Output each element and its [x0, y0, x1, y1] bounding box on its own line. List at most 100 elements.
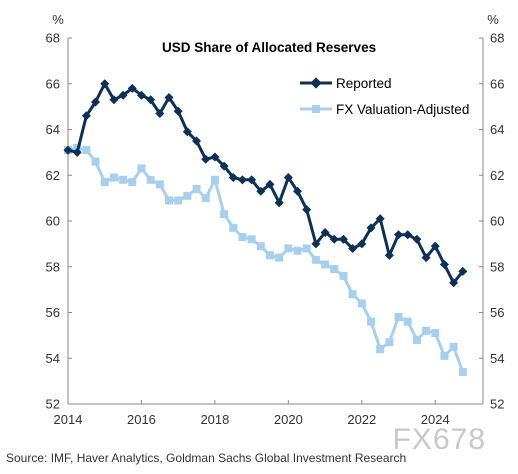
left-y-tick-label: 52 — [46, 397, 60, 412]
data-point-fx-valuation-adjusted — [201, 194, 210, 203]
data-point-fx-valuation-adjusted — [109, 173, 118, 182]
right-y-tick-label: 52 — [490, 397, 504, 412]
data-point-reported — [384, 250, 394, 260]
data-point-fx-valuation-adjusted — [174, 196, 183, 205]
data-point-fx-valuation-adjusted — [330, 265, 339, 274]
data-point-fx-valuation-adjusted — [422, 326, 431, 335]
right-axis-unit-label: % — [487, 12, 499, 27]
data-point-fx-valuation-adjusted — [229, 223, 238, 232]
source-note: Source: IMF, Haver Analytics, Goldman Sa… — [6, 451, 406, 465]
data-point-fx-valuation-adjusted — [220, 210, 229, 219]
data-point-reported — [219, 161, 229, 171]
data-point-reported — [293, 186, 303, 196]
data-point-reported — [256, 186, 266, 196]
data-point-reported — [136, 90, 146, 100]
data-point-reported — [63, 145, 73, 155]
data-point-reported — [375, 214, 385, 224]
legend-marker-fx-valuation-adjusted — [312, 105, 320, 113]
data-point-reported — [338, 234, 348, 244]
data-point-reported — [247, 175, 257, 185]
series-layer — [63, 79, 468, 376]
data-point-reported — [311, 239, 321, 249]
data-point-reported — [81, 111, 91, 121]
chart-title: USD Share of Allocated Reserves — [162, 40, 376, 55]
data-point-fx-valuation-adjusted — [311, 255, 320, 264]
data-point-fx-valuation-adjusted — [293, 246, 302, 255]
data-point-fx-valuation-adjusted — [183, 191, 192, 200]
data-point-fx-valuation-adjusted — [238, 233, 247, 242]
data-point-reported — [357, 239, 367, 249]
left-y-tick-label: 64 — [46, 122, 60, 137]
data-point-fx-valuation-adjusted — [366, 317, 375, 326]
data-point-fx-valuation-adjusted — [449, 342, 458, 351]
right-y-tick-label: 56 — [490, 305, 504, 320]
data-point-reported — [164, 92, 174, 102]
data-point-fx-valuation-adjusted — [265, 251, 274, 260]
data-point-fx-valuation-adjusted — [321, 260, 330, 269]
data-point-fx-valuation-adjusted — [412, 335, 421, 344]
data-point-fx-valuation-adjusted — [376, 345, 385, 354]
data-point-reported — [118, 90, 128, 100]
right-y-tick-label: 68 — [490, 31, 504, 46]
legend-label-fx-valuation-adjusted: FX Valuation-Adjusted — [336, 102, 469, 117]
data-point-fx-valuation-adjusted — [119, 175, 128, 184]
data-point-fx-valuation-adjusted — [192, 184, 201, 193]
data-point-fx-valuation-adjusted — [256, 242, 265, 251]
watermark: FX678 — [393, 423, 486, 456]
data-point-reported — [155, 108, 165, 118]
right-y-tick-label: 62 — [490, 168, 504, 183]
x-tick-label: 2022 — [347, 412, 376, 427]
data-point-fx-valuation-adjusted — [128, 178, 137, 187]
data-point-reported — [403, 230, 413, 240]
data-point-fx-valuation-adjusted — [91, 157, 100, 166]
data-point-fx-valuation-adjusted — [403, 317, 412, 326]
data-point-fx-valuation-adjusted — [210, 175, 219, 184]
left-y-tick-label: 66 — [46, 76, 60, 91]
data-point-reported — [72, 147, 82, 157]
data-point-reported — [127, 83, 137, 93]
left-y-tick-label: 68 — [46, 31, 60, 46]
data-point-reported — [210, 152, 220, 162]
data-point-reported — [283, 173, 293, 183]
data-point-fx-valuation-adjusted — [100, 178, 109, 187]
left-y-tick-label: 62 — [46, 168, 60, 183]
data-point-fx-valuation-adjusted — [164, 196, 173, 205]
data-point-reported — [265, 179, 275, 189]
left-y-tick-label: 60 — [46, 214, 60, 229]
data-point-fx-valuation-adjusted — [247, 235, 256, 244]
left-y-tick-label: 58 — [46, 259, 60, 274]
legend-label-reported: Reported — [336, 76, 392, 91]
data-point-fx-valuation-adjusted — [339, 271, 348, 280]
data-point-fx-valuation-adjusted — [155, 180, 164, 189]
left-y-tick-label: 54 — [46, 351, 60, 366]
data-point-reported — [348, 243, 358, 253]
right-y-tick-label: 54 — [490, 351, 504, 366]
data-point-reported — [366, 223, 376, 233]
data-point-fx-valuation-adjusted — [82, 146, 91, 155]
data-point-reported — [458, 266, 468, 276]
data-point-reported — [201, 154, 211, 164]
data-point-reported — [421, 253, 431, 263]
data-point-reported — [274, 198, 284, 208]
x-tick-label: 2018 — [200, 412, 229, 427]
data-point-reported — [302, 205, 312, 215]
data-point-fx-valuation-adjusted — [302, 244, 311, 253]
right-y-tick-label: 66 — [490, 76, 504, 91]
x-tick-label: 2024 — [421, 412, 450, 427]
data-point-reported — [449, 278, 459, 288]
data-point-reported — [394, 230, 404, 240]
x-tick-label: 2020 — [274, 412, 303, 427]
data-point-reported — [91, 97, 101, 107]
data-point-fx-valuation-adjusted — [146, 175, 155, 184]
data-point-reported — [412, 234, 422, 244]
data-point-reported — [237, 175, 247, 185]
data-point-reported — [439, 259, 449, 269]
data-point-reported — [329, 234, 339, 244]
data-point-reported — [192, 136, 202, 146]
right-y-tick-label: 58 — [490, 259, 504, 274]
x-tick-label: 2016 — [127, 412, 156, 427]
data-point-fx-valuation-adjusted — [275, 253, 284, 262]
data-point-fx-valuation-adjusted — [440, 351, 449, 360]
tick-layer: 52 52 54 54 56 56 58 58 60 60 62 62 64 64 66 66 68 68 2014… — [46, 31, 505, 428]
